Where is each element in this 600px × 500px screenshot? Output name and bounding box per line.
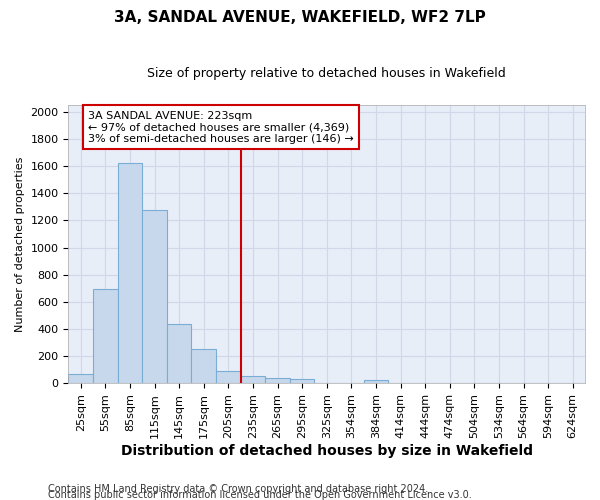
Y-axis label: Number of detached properties: Number of detached properties — [15, 156, 25, 332]
Bar — [68, 374, 93, 383]
Bar — [118, 163, 142, 383]
Title: Size of property relative to detached houses in Wakefield: Size of property relative to detached ho… — [148, 68, 506, 80]
Text: Contains HM Land Registry data © Crown copyright and database right 2024.: Contains HM Land Registry data © Crown c… — [48, 484, 428, 494]
Bar — [364, 380, 388, 383]
Bar — [290, 379, 314, 383]
Bar — [167, 324, 191, 383]
Text: 3A SANDAL AVENUE: 223sqm
← 97% of detached houses are smaller (4,369)
3% of semi: 3A SANDAL AVENUE: 223sqm ← 97% of detach… — [88, 110, 354, 144]
Bar — [241, 376, 265, 383]
X-axis label: Distribution of detached houses by size in Wakefield: Distribution of detached houses by size … — [121, 444, 533, 458]
Text: Contains public sector information licensed under the Open Government Licence v3: Contains public sector information licen… — [48, 490, 472, 500]
Bar — [265, 378, 290, 383]
Text: 3A, SANDAL AVENUE, WAKEFIELD, WF2 7LP: 3A, SANDAL AVENUE, WAKEFIELD, WF2 7LP — [114, 10, 486, 25]
Bar — [191, 348, 216, 383]
Bar — [142, 210, 167, 383]
Bar — [93, 289, 118, 383]
Bar — [216, 371, 241, 383]
